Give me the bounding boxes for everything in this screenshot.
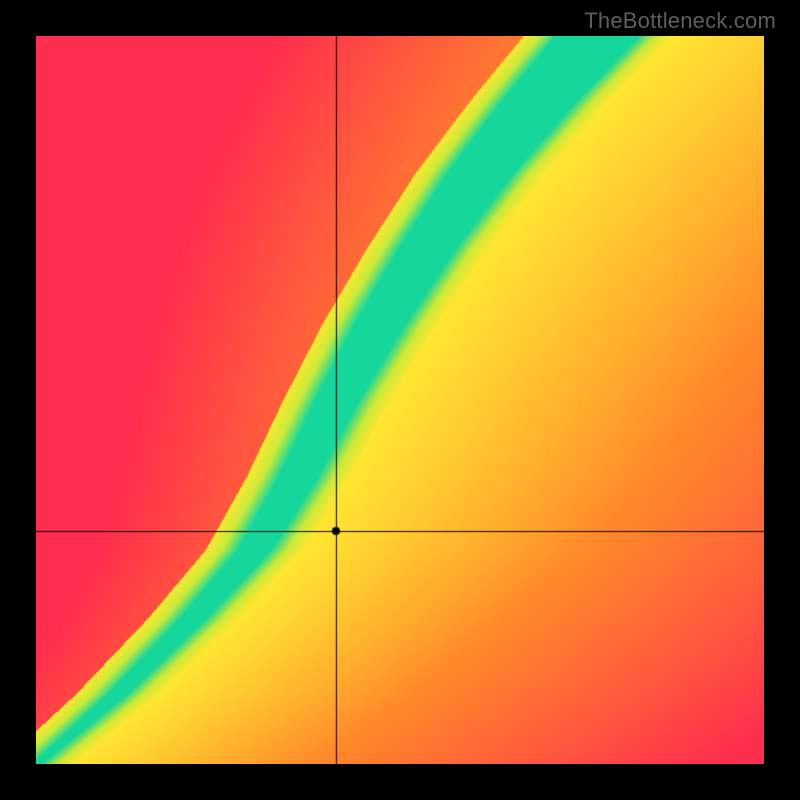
watermark-text: TheBottleneck.com xyxy=(584,8,776,34)
heatmap-chart xyxy=(36,36,764,764)
heatmap-canvas xyxy=(36,36,764,764)
